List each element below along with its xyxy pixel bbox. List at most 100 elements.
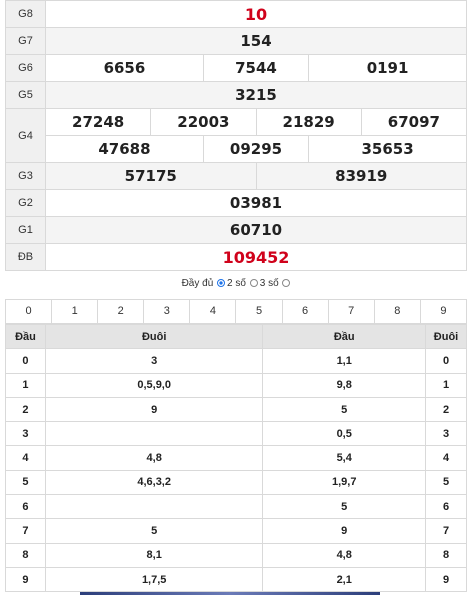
row-head: 6 bbox=[5, 494, 46, 520]
radio-full[interactable] bbox=[282, 279, 291, 287]
prize-g4-value-6: 09295 bbox=[202, 135, 310, 163]
prize-g4-value-4: 67097 bbox=[360, 108, 468, 136]
table-row: 3 0,5 3 bbox=[5, 421, 467, 447]
radio-three-digits[interactable] bbox=[249, 279, 258, 287]
prize-label-g2: G2 bbox=[5, 189, 46, 217]
row-tail-values: 5 bbox=[44, 518, 264, 544]
loto-table: Đầu Đuôi Đầu Đuôi 0 3 1,1 0 1 0,5,9,0 9,… bbox=[5, 323, 467, 593]
prize-g4-value-3: 21829 bbox=[255, 108, 362, 136]
table-row: 9 1,7,5 2,1 9 bbox=[5, 566, 467, 593]
header-tail-right: Đuôi bbox=[425, 323, 467, 350]
prize-g4-value-1: 27248 bbox=[44, 108, 152, 136]
prize-g6-value-1: 6656 bbox=[45, 54, 204, 82]
prize-g3-value-1: 57175 bbox=[45, 162, 257, 190]
digit-filter-6[interactable]: 6 bbox=[283, 300, 329, 323]
display-options: Đầy đủ 2 số 3 số bbox=[0, 278, 474, 289]
digit-filter-1[interactable]: 1 bbox=[52, 300, 99, 323]
row-head: 3 bbox=[5, 421, 46, 447]
prize-g8-value: 10 bbox=[45, 0, 467, 28]
prize-label-g6: G6 bbox=[5, 54, 46, 82]
row-tail-values: 9 bbox=[44, 396, 264, 423]
row-tail-values: 4,6,3,2 bbox=[44, 469, 264, 496]
row-tail: 1 bbox=[425, 372, 467, 398]
row-tail-values: 1,7,5 bbox=[44, 566, 264, 593]
digit-filter-4[interactable]: 4 bbox=[190, 300, 237, 323]
digit-filter-3[interactable]: 3 bbox=[144, 300, 191, 323]
row-head-values: 4,8 bbox=[262, 542, 427, 568]
row-head-values: 1,1 bbox=[262, 348, 427, 374]
prize-label-g3: G3 bbox=[5, 162, 46, 190]
row-head-values: 2,1 bbox=[262, 566, 427, 593]
row-tail-values: 8,1 bbox=[44, 542, 264, 568]
prize-label-g4: G4 bbox=[5, 108, 46, 163]
row-head: 8 bbox=[5, 542, 46, 568]
row-tail: 6 bbox=[425, 494, 467, 520]
digit-filter-9[interactable]: 9 bbox=[440, 305, 447, 317]
prize-g6-value-2: 7544 bbox=[202, 54, 310, 82]
row-tail-values bbox=[44, 494, 264, 520]
option-full-label[interactable]: Đầy đủ bbox=[181, 278, 214, 289]
table-row: 0 3 1,1 0 bbox=[5, 348, 467, 374]
table-row: 4 4,8 5,4 4 bbox=[5, 445, 467, 471]
row-head: 9 bbox=[5, 566, 46, 593]
prize-label-special: ĐB bbox=[5, 243, 46, 271]
digit-filter-2[interactable]: 2 bbox=[98, 300, 145, 323]
digit-filter-bar: 0 1 2 3 4 5 6 7 8 9 bbox=[5, 299, 467, 324]
row-head: 2 bbox=[5, 396, 46, 423]
prize-g4-value-7: 35653 bbox=[308, 135, 467, 163]
prize-g3-value-2: 83919 bbox=[255, 162, 467, 190]
row-head-values: 1,9,7 bbox=[262, 469, 427, 496]
row-tail-values: 0,5,9,0 bbox=[44, 372, 264, 398]
option-two-label[interactable]: 2 số bbox=[227, 278, 246, 289]
row-tail: 4 bbox=[425, 445, 467, 471]
row-tail-values: 3 bbox=[44, 348, 264, 374]
option-three-label[interactable]: 3 số bbox=[259, 278, 279, 289]
row-head-values: 9,8 bbox=[262, 372, 427, 398]
row-tail: 9 bbox=[425, 566, 467, 593]
header-head-values: Đầu bbox=[262, 323, 427, 350]
row-tail: 2 bbox=[425, 396, 467, 423]
table-row: 7 5 9 7 bbox=[5, 518, 467, 544]
prize-g6-value-3: 0191 bbox=[308, 54, 467, 82]
row-head: 0 bbox=[5, 348, 46, 374]
prize-g7-value: 154 bbox=[45, 27, 467, 55]
prize-label-g1: G1 bbox=[5, 216, 46, 244]
row-head-values: 5 bbox=[262, 494, 427, 520]
row-head: 4 bbox=[5, 445, 46, 471]
table-row: 8 8,1 4,8 8 bbox=[5, 542, 467, 568]
prize-g1-value: 60710 bbox=[45, 216, 467, 244]
prize-label-g8: G8 bbox=[5, 0, 46, 28]
digit-filter-8[interactable]: 8 bbox=[375, 300, 421, 323]
table-row: 5 4,6,3,2 1,9,7 5 bbox=[5, 469, 467, 496]
table-row: 6 5 6 bbox=[5, 494, 467, 520]
results-table: G8 10 G7 154 G6 6656 7544 0191 G5 3215 G… bbox=[5, 0, 468, 271]
prize-special-value: 109452 bbox=[45, 243, 467, 271]
row-head: 1 bbox=[5, 372, 46, 398]
digit-filter-5[interactable]: 5 bbox=[236, 300, 283, 323]
radio-two-digits[interactable] bbox=[217, 279, 226, 287]
row-head-values: 0,5 bbox=[262, 421, 427, 447]
prize-label-g5: G5 bbox=[5, 81, 46, 109]
header-tail-values: Đuôi bbox=[44, 323, 264, 350]
table-row: 2 9 5 2 bbox=[5, 396, 467, 423]
row-head: 5 bbox=[5, 469, 46, 496]
prize-g2-value: 03981 bbox=[45, 189, 467, 217]
row-tail: 0 bbox=[425, 348, 467, 374]
digit-filter-7[interactable]: 7 bbox=[329, 300, 375, 323]
row-tail: 3 bbox=[425, 421, 467, 447]
row-head-values: 9 bbox=[262, 518, 427, 544]
bottom-banner-strip bbox=[80, 592, 380, 595]
row-tail-values: 4,8 bbox=[44, 445, 264, 471]
prize-g5-value: 3215 bbox=[45, 81, 467, 109]
prize-label-g7: G7 bbox=[5, 27, 46, 55]
row-tail: 7 bbox=[425, 518, 467, 544]
row-head: 7 bbox=[5, 518, 46, 544]
digit-filter-0[interactable]: 0 bbox=[6, 300, 53, 323]
row-head-values: 5,4 bbox=[262, 445, 427, 471]
header-head-left: Đầu bbox=[5, 323, 46, 350]
prize-g4-value-2: 22003 bbox=[150, 108, 257, 136]
table-row: 1 0,5,9,0 9,8 1 bbox=[5, 372, 467, 398]
row-head-values: 5 bbox=[262, 396, 427, 423]
row-tail-values bbox=[44, 421, 264, 447]
prize-g4-value-5: 47688 bbox=[45, 135, 204, 163]
